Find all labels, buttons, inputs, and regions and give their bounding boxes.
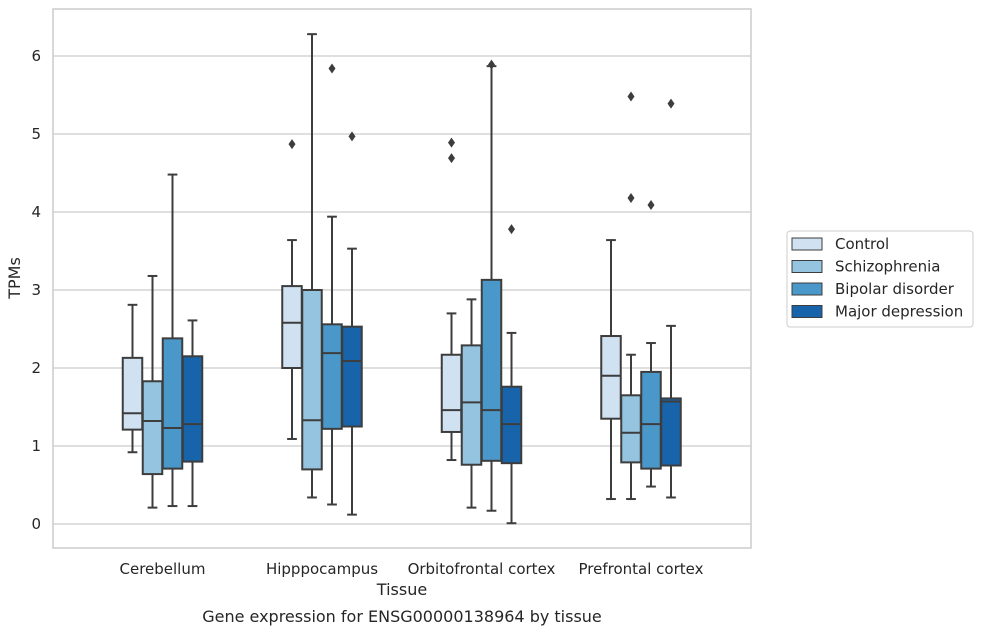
box — [500, 224, 523, 525]
box-body — [321, 323, 343, 430]
box-body — [660, 397, 682, 467]
y-tick-label: 5 — [31, 125, 41, 143]
x-axis-label: Tissue — [376, 580, 427, 599]
y-axis-ticks: 0 1 2 3 4 5 6 — [31, 47, 41, 533]
box — [460, 298, 483, 509]
legend: Control Schizophrenia Bipolar disorder Majo… — [786, 230, 974, 328]
y-tick-label: 0 — [31, 515, 41, 533]
box — [480, 59, 503, 512]
box-body — [640, 370, 662, 470]
box — [181, 319, 204, 508]
outlier-point — [627, 91, 635, 102]
x-axis-ticks: Cerebellum Hipppocampus Orbitofrontal cort… — [120, 560, 704, 578]
box-body — [121, 356, 144, 431]
box — [341, 131, 363, 516]
legend-swatch — [791, 237, 823, 251]
x-tick-label: Prefrontal cortex — [579, 560, 704, 578]
y-tick-label: 6 — [31, 47, 41, 65]
box — [141, 274, 164, 509]
box-body — [281, 285, 303, 370]
outlier-point — [448, 153, 455, 164]
outlier-point — [448, 137, 455, 148]
legend-label: Control — [835, 235, 889, 253]
legend-label: Major depression — [835, 303, 963, 321]
box-body — [301, 289, 323, 471]
series-control — [121, 137, 622, 501]
box-body — [600, 335, 622, 420]
y-tick-label: 1 — [31, 437, 41, 455]
box-body — [141, 380, 164, 476]
legend-item: Control — [791, 235, 889, 253]
box-body — [341, 325, 363, 428]
legend-item: Major depression — [791, 303, 963, 321]
outlier-point — [627, 192, 635, 203]
series-major-depression — [181, 98, 682, 525]
y-tick-label: 3 — [31, 281, 41, 299]
series-schizophrenia — [141, 33, 642, 509]
box — [620, 91, 642, 501]
box — [440, 137, 463, 462]
legend-swatch — [791, 260, 823, 273]
box-body — [620, 394, 642, 464]
y-tick-label: 4 — [31, 203, 41, 221]
legend-label: Bipolar disorder — [835, 280, 955, 298]
box — [161, 173, 184, 508]
box — [640, 199, 662, 488]
outlier-point — [328, 63, 336, 74]
chart-caption: Gene expression for ENSG00000138964 by t… — [202, 607, 602, 626]
outlier-point — [488, 59, 495, 70]
y-axis-label: TPMs — [5, 257, 24, 300]
y-tick-label: 2 — [31, 359, 41, 377]
series-bipolar-disorder — [161, 59, 662, 512]
box-plot-series — [121, 33, 682, 525]
x-tick-label: Cerebellum — [120, 560, 206, 578]
outlier-point — [647, 199, 655, 210]
box — [321, 63, 343, 506]
box — [281, 139, 303, 440]
plot-frame — [52, 8, 752, 549]
x-tick-label: Hipppocampus — [266, 560, 378, 578]
box — [121, 303, 144, 454]
outlier-point — [667, 98, 675, 109]
outlier-point — [508, 224, 515, 235]
legend-label: Schizophrenia — [835, 258, 940, 276]
x-tick-label: Orbitofrontal cortex — [408, 560, 556, 578]
legend-swatch — [791, 282, 823, 296]
outlier-point — [348, 131, 356, 142]
legend-frame — [786, 230, 974, 328]
legend-item: Schizophrenia — [791, 258, 940, 276]
box-body — [460, 344, 483, 466]
box-body — [440, 353, 463, 433]
outlier-point — [288, 139, 296, 150]
legend-item: Bipolar disorder — [791, 280, 955, 298]
box — [301, 33, 323, 499]
box-body — [181, 355, 204, 463]
box — [600, 239, 622, 501]
box-body — [480, 278, 503, 462]
box — [660, 98, 682, 499]
box-body — [161, 337, 184, 470]
legend-swatch — [791, 305, 823, 318]
